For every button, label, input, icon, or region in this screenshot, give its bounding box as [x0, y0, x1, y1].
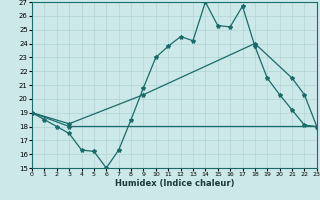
X-axis label: Humidex (Indice chaleur): Humidex (Indice chaleur) [115, 179, 234, 188]
